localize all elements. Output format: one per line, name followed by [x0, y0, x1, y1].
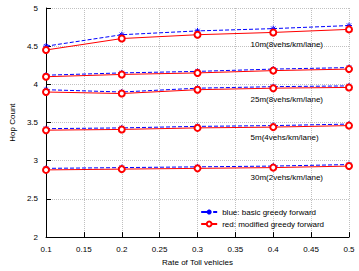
svg-text:4.5: 4.5: [27, 42, 39, 51]
svg-text:0.1: 0.1: [40, 245, 52, 254]
svg-text:0.3: 0.3: [192, 245, 204, 254]
svg-text:30m(2vehs/km/lane): 30m(2vehs/km/lane): [251, 173, 324, 182]
svg-text:4: 4: [34, 80, 39, 89]
svg-text:red: modified greedy forward: red: modified greedy forward: [222, 220, 324, 229]
svg-text:0.25: 0.25: [152, 245, 168, 254]
svg-text:0.15: 0.15: [76, 245, 92, 254]
svg-text:2: 2: [34, 233, 39, 242]
svg-text:0.45: 0.45: [303, 245, 319, 254]
svg-text:3.5: 3.5: [27, 118, 39, 127]
svg-text:blue: basic greedy forward: blue: basic greedy forward: [222, 208, 316, 217]
svg-text:Hop Count: Hop Count: [8, 103, 17, 142]
svg-text:Rate of Toll vehicles: Rate of Toll vehicles: [162, 258, 233, 267]
svg-text:25m(8vehs/km/lane): 25m(8vehs/km/lane): [251, 95, 324, 104]
svg-text:0.5: 0.5: [343, 245, 355, 254]
svg-text:0.35: 0.35: [228, 245, 244, 254]
svg-text:2.5: 2.5: [27, 194, 39, 203]
svg-text:5: 5: [34, 4, 39, 13]
svg-text:0.4: 0.4: [268, 245, 280, 254]
svg-text:3: 3: [34, 156, 39, 165]
svg-text:10m(8vehs/km/lane): 10m(8vehs/km/lane): [251, 40, 324, 49]
svg-text:0.2: 0.2: [116, 245, 128, 254]
svg-text:5m(4vehs/km/lane): 5m(4vehs/km/lane): [251, 133, 319, 142]
